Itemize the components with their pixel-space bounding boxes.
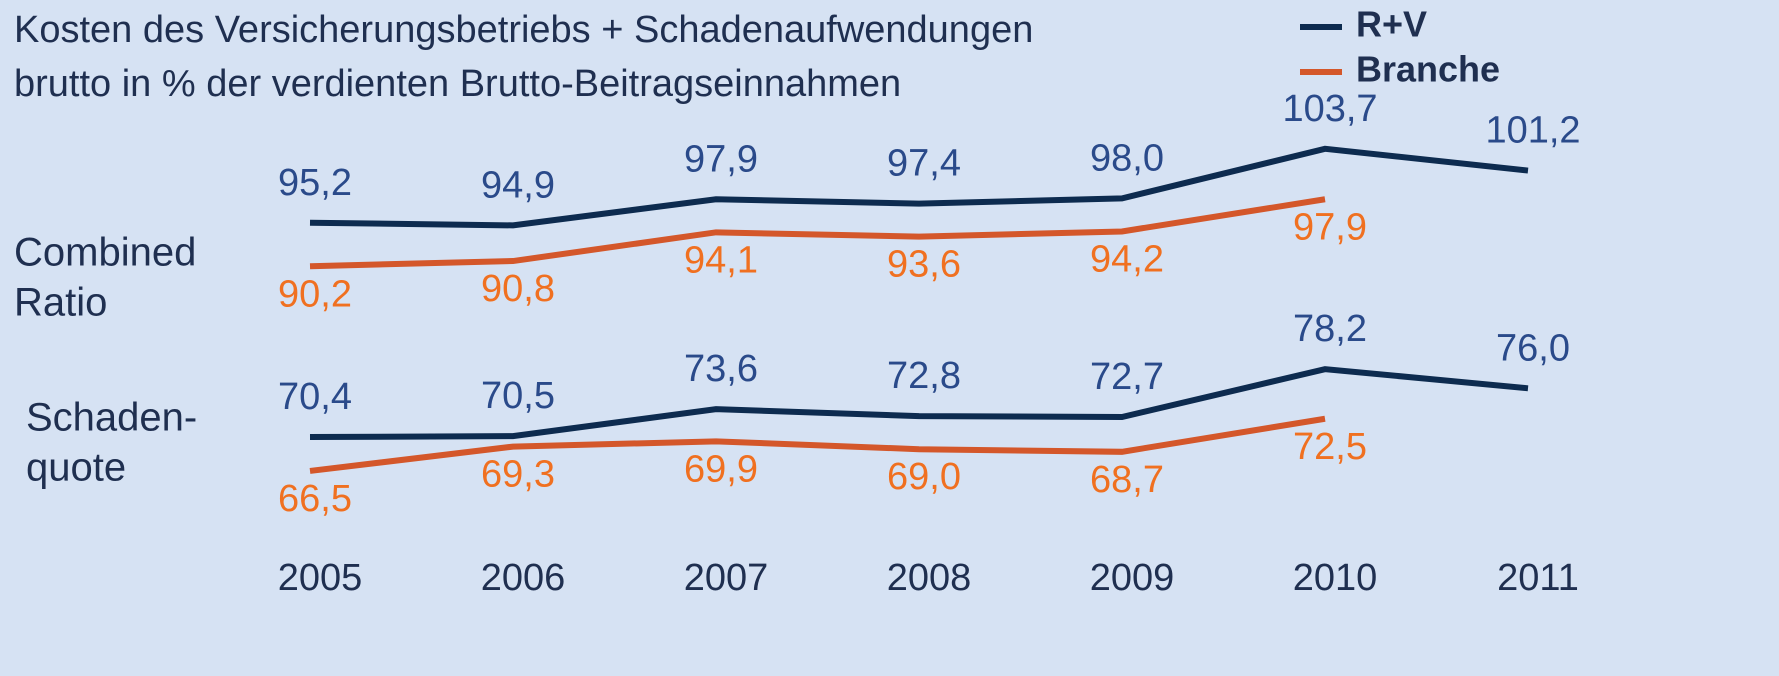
panel-label: Ratio [14,281,107,325]
x-tick-label: 2010 [1293,557,1378,599]
data-label: 70,5 [481,375,555,417]
data-label: 69,3 [481,454,555,496]
data-label: 78,2 [1293,308,1367,350]
panel-label: Schaden- [26,396,197,440]
data-label: 93,6 [887,244,961,286]
data-label: 72,5 [1293,426,1367,468]
series-line [309,145,1529,229]
data-label: 103,7 [1282,88,1377,130]
data-label: 69,9 [684,448,758,490]
legend-label: Branche [1356,49,1500,90]
x-tick-label: 2006 [481,557,566,599]
data-label: 97,9 [1293,206,1367,248]
data-label: 69,0 [887,456,961,498]
data-label: 72,8 [887,355,961,397]
x-tick-label: 2008 [887,557,972,599]
panel-label: Combined [14,231,196,275]
x-tick-label: 2007 [684,557,769,599]
legend-label: R+V [1356,4,1427,45]
x-tick-label: 2005 [278,557,363,599]
chart-title: brutto in % der verdienten Brutto-Beitra… [14,63,901,105]
data-label: 97,4 [887,143,961,185]
data-label: 98,0 [1090,137,1164,179]
data-label: 94,1 [684,239,758,281]
x-tick-label: 2009 [1090,557,1175,599]
panel-label: quote [26,446,126,490]
data-label: 97,9 [684,138,758,180]
chart-title: Kosten des Versicherungsbetriebs + Schad… [14,9,1033,51]
data-label: 68,7 [1090,459,1164,501]
x-tick-label: 2011 [1497,557,1579,599]
data-label: 90,8 [481,268,555,310]
data-label: 76,0 [1496,327,1570,369]
series-line [309,366,1529,441]
data-label: 101,2 [1485,110,1580,152]
data-label: 94,2 [1090,238,1164,280]
series-line [309,415,1326,474]
data-label: 72,7 [1090,356,1164,398]
series-line [309,196,1326,270]
data-label: 94,9 [481,164,555,206]
data-label: 95,2 [278,162,352,204]
data-label: 73,6 [684,348,758,390]
data-label: 70,4 [278,376,352,418]
data-label: 66,5 [278,478,352,520]
data-label: 90,2 [278,273,352,315]
